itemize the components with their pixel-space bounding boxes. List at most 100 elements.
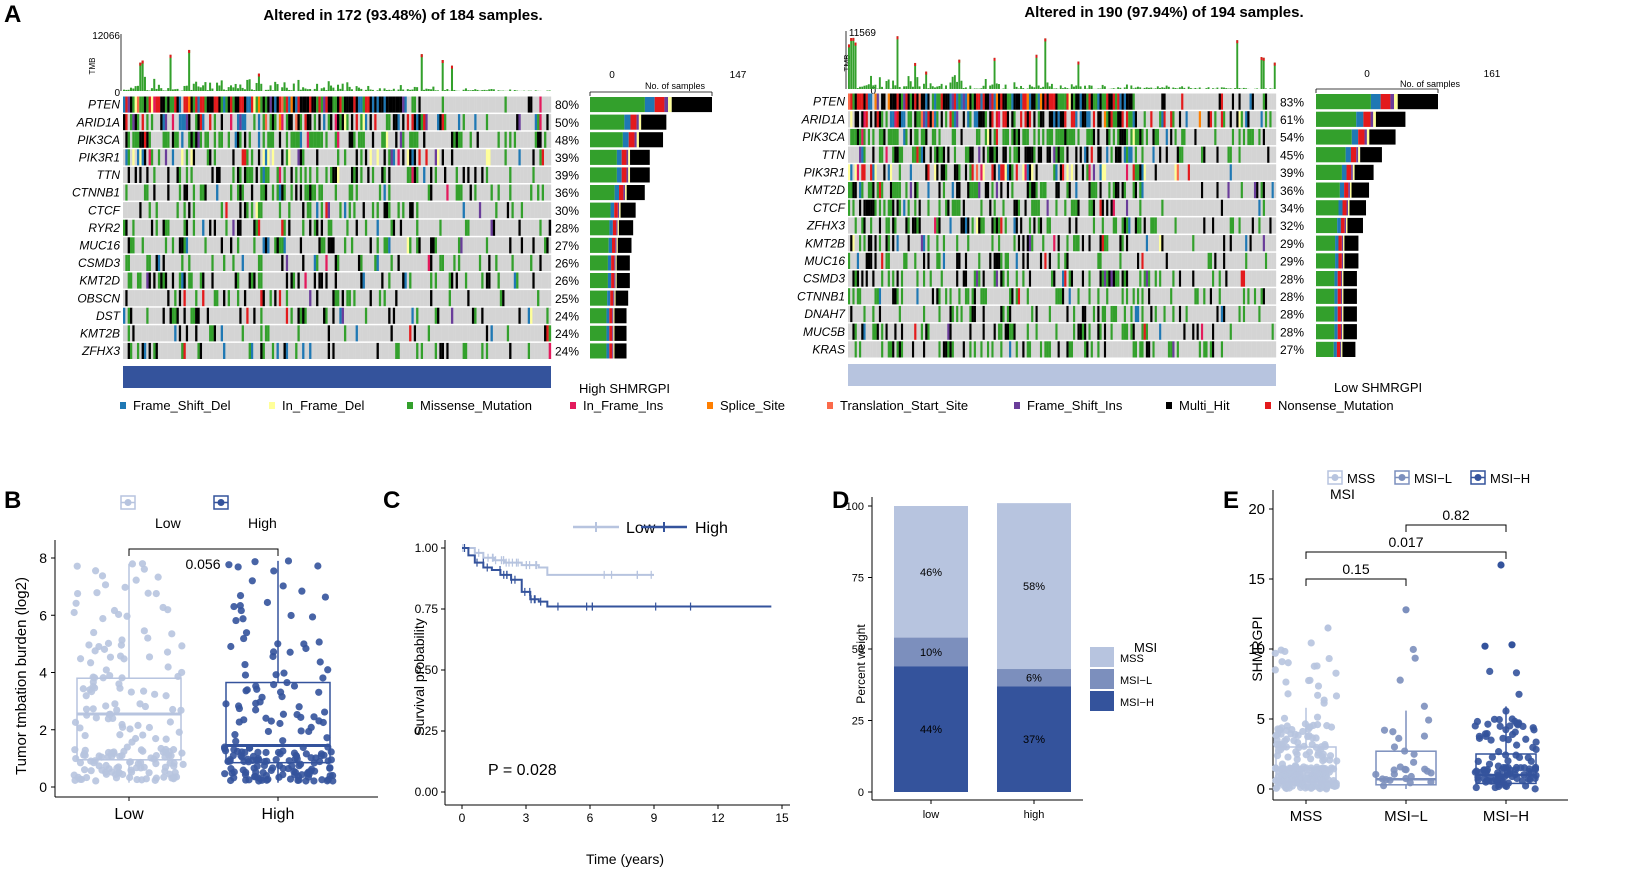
sample-count-segment [1370, 111, 1374, 127]
mutation-cell [406, 342, 410, 359]
mutation-cell [127, 254, 131, 271]
mutation-cell [1002, 111, 1005, 128]
mutation-cell [406, 149, 410, 166]
mutation-cell [385, 342, 389, 359]
mutation-cell [1097, 146, 1100, 163]
tmb-bar [464, 88, 467, 91]
mutation-cell [136, 219, 140, 236]
mutation-cell [332, 114, 335, 131]
mutation-cell [478, 325, 482, 342]
tmb-bar [1236, 40, 1239, 89]
tmb-bar [998, 84, 1000, 89]
mutation-cell [188, 272, 191, 289]
mutation-cell [516, 342, 519, 359]
mutation-cell [316, 342, 319, 359]
mutation-cell [285, 254, 289, 271]
mutation-cell [483, 290, 487, 307]
mutation-cell [914, 111, 917, 128]
mutation-cell [323, 290, 326, 307]
samples-axis-min: 0 [1364, 69, 1370, 80]
mutation-cell [409, 149, 412, 166]
tmb-bar [125, 89, 128, 91]
tmb-bar [283, 82, 286, 91]
mutation-cell [1110, 93, 1113, 110]
mutation-cell [991, 235, 994, 252]
mutation-cell [967, 235, 970, 252]
mutation-cell [134, 114, 138, 131]
tmb-bar [427, 88, 430, 91]
mutation-cell [220, 131, 224, 148]
mutation-cell [993, 128, 996, 146]
mutation-cell [216, 272, 219, 289]
mutation-cell [1137, 128, 1140, 146]
mutation-cell [516, 307, 519, 324]
mutation-cell [878, 128, 882, 146]
mutation-cell [143, 166, 147, 183]
mutation-cell [953, 235, 957, 252]
mutation-cell [455, 149, 459, 166]
mutation-cell [313, 325, 317, 342]
mutation-cell [164, 342, 168, 359]
mutation-cell [204, 307, 207, 324]
mutation-cell [448, 114, 452, 131]
mutation-cell [885, 199, 888, 216]
tmb-bar [1198, 87, 1201, 89]
mutation-cell [437, 237, 440, 254]
mutation-cell [339, 219, 342, 236]
mutation-cell [453, 202, 456, 219]
mutation-cell [878, 111, 882, 128]
mutation-cell [546, 166, 549, 183]
mutation-cell [195, 272, 198, 289]
mutation-cell [364, 290, 368, 307]
mutation-cell [378, 166, 382, 183]
mutation-cell [1123, 111, 1127, 128]
mutation-cell [905, 146, 908, 163]
mutation-cell [171, 149, 175, 166]
mutation-cell [460, 149, 463, 166]
mutation-cell [257, 342, 261, 359]
mutation-cell [234, 325, 238, 342]
mutation-cell [202, 184, 205, 201]
mutation-cell [397, 202, 400, 219]
mutation-cell [450, 184, 454, 201]
tmb-bar [150, 88, 153, 91]
mutation-cell [262, 96, 266, 113]
mutation-cell [230, 342, 233, 359]
mutation-cell [239, 272, 242, 289]
mutation-cell [146, 131, 149, 148]
mutation-cell [285, 202, 289, 219]
mutation-cell [1062, 164, 1065, 181]
mutation-cell [907, 199, 910, 216]
mutation-cell [260, 325, 263, 342]
tmb-bar [423, 89, 426, 91]
mutation-cell [381, 342, 384, 359]
mutation-cell [157, 96, 161, 113]
mutation-cell [903, 182, 906, 199]
mutation-cell [1165, 182, 1169, 199]
mutation-cell [136, 290, 140, 307]
sample-count-segment [1340, 217, 1345, 234]
mutation-cell [234, 166, 238, 183]
mutation-cell [164, 307, 168, 324]
mutation-cell [1050, 93, 1054, 110]
mutation-cell [167, 272, 170, 289]
mutation-cell [1163, 164, 1166, 181]
mutation-cell [236, 237, 240, 254]
mutation-cell [1214, 146, 1217, 163]
mutation-cell [471, 114, 475, 131]
mutation-cell [940, 217, 944, 234]
tmb-bar [1066, 88, 1069, 89]
sample-count-segment [613, 290, 615, 306]
mutation-cell [148, 131, 152, 148]
mutation-cell [1174, 199, 1177, 216]
mutation-cell [1110, 199, 1113, 216]
mutation-cell [896, 146, 899, 163]
tmb-bar [302, 87, 305, 91]
mutation-cell [355, 202, 359, 219]
mutation-cell [1141, 128, 1144, 146]
mutation-cell [1055, 182, 1058, 199]
mutation-cell [134, 342, 138, 359]
mutation-cell [271, 272, 275, 289]
mutation-cell [255, 184, 259, 201]
mutation-cell [223, 237, 226, 254]
